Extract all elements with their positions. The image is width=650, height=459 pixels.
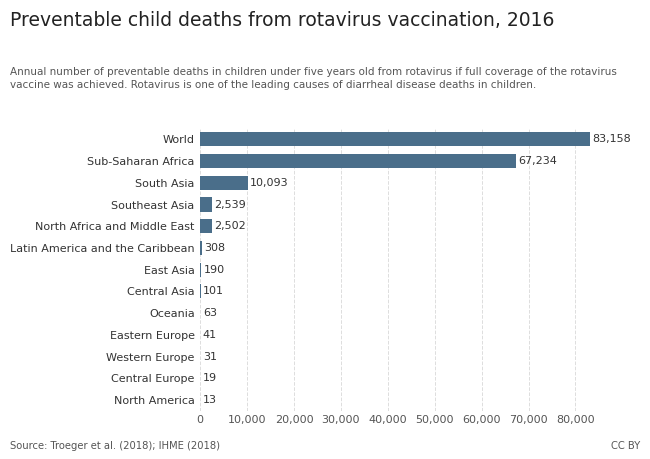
Text: 2,502: 2,502 <box>214 221 246 231</box>
Text: CC BY: CC BY <box>611 441 640 451</box>
Text: 13: 13 <box>203 395 216 405</box>
Text: 63: 63 <box>203 308 217 318</box>
Text: 31: 31 <box>203 352 216 362</box>
Bar <box>200 219 212 233</box>
Bar <box>200 154 515 168</box>
Text: Our World
in Data: Our World in Data <box>577 21 629 42</box>
Bar <box>200 241 202 255</box>
Text: Source: Troeger et al. (2018); IHME (2018): Source: Troeger et al. (2018); IHME (201… <box>10 441 220 451</box>
Text: 101: 101 <box>203 286 224 297</box>
Text: Annual number of preventable deaths in children under five years old from rotavi: Annual number of preventable deaths in c… <box>10 67 617 90</box>
Text: 83,158: 83,158 <box>593 134 631 145</box>
Text: 2,539: 2,539 <box>214 200 246 209</box>
Text: Preventable child deaths from rotavirus vaccination, 2016: Preventable child deaths from rotavirus … <box>10 11 554 30</box>
Text: 10,093: 10,093 <box>250 178 289 188</box>
Text: 41: 41 <box>203 330 217 340</box>
Text: 308: 308 <box>204 243 225 253</box>
Text: 19: 19 <box>203 373 216 383</box>
Bar <box>200 263 201 277</box>
Text: 67,234: 67,234 <box>518 156 557 166</box>
Bar <box>200 176 248 190</box>
Bar <box>200 132 590 146</box>
Bar <box>200 197 212 212</box>
Text: 190: 190 <box>203 265 224 274</box>
